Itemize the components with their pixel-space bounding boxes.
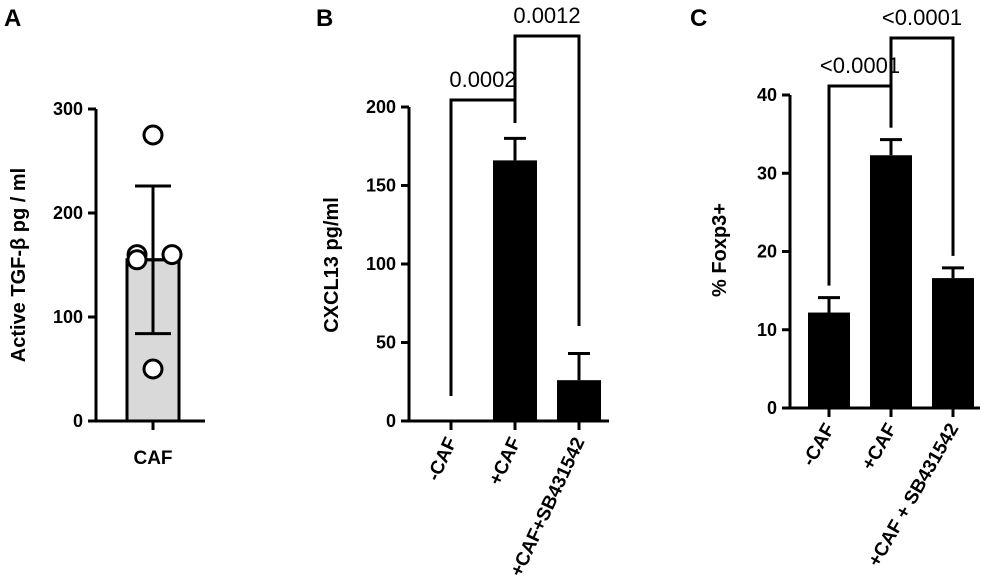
p-value-label: 0.0012 [513, 3, 580, 28]
y-axis-label-b: CXCL13 pg/ml [321, 197, 343, 333]
data-point [142, 358, 164, 380]
y-tick-label: 0 [386, 411, 396, 431]
bar [808, 312, 850, 408]
y-tick-label: 20 [757, 242, 777, 262]
y-tick-label: 200 [53, 203, 83, 223]
y-tick-label: 100 [366, 254, 396, 274]
panel-label-b: B [316, 5, 333, 32]
significance-bracket [513, 34, 581, 326]
x-tick-label: CAF [133, 448, 172, 469]
y-tick-label: 50 [376, 333, 396, 353]
p-value-label: 0.0002 [449, 67, 516, 92]
x-tick-label: +CAF [858, 420, 901, 474]
y-tick-label: 300 [53, 99, 83, 119]
bar [557, 380, 601, 421]
x-tick-label: +CAF [485, 434, 525, 488]
y-axis-label-a: Active TGF-β pg / ml [8, 168, 30, 362]
data-point [161, 244, 183, 266]
y-tick-label: 100 [53, 307, 83, 327]
p-value-label: <0.0001 [820, 53, 900, 78]
chart-a: Active TGF-β pg / ml 0 100 200 300 CAF [8, 99, 205, 469]
data-point [126, 249, 148, 271]
x-tick-label: -CAF [423, 434, 461, 484]
x-tick-label: -CAF [798, 420, 839, 470]
data-point [142, 124, 164, 146]
bar [493, 160, 537, 421]
p-value-label: <0.0001 [882, 5, 962, 30]
panel-label-a: A [4, 5, 21, 32]
y-tick-label: 10 [757, 320, 777, 340]
y-tick-label: 30 [757, 163, 777, 183]
panel-label-c: C [690, 5, 707, 32]
bar [870, 155, 912, 408]
y-tick-label: 0 [767, 398, 777, 418]
y-tick-label: 150 [366, 176, 396, 196]
y-tick-label: 40 [757, 85, 777, 105]
y-tick-label: 200 [366, 97, 396, 117]
significance-bracket [889, 36, 955, 256]
y-tick-label: 0 [73, 411, 83, 431]
bar [932, 278, 974, 408]
y-axis-label-c: % Foxp3+ [709, 203, 731, 297]
